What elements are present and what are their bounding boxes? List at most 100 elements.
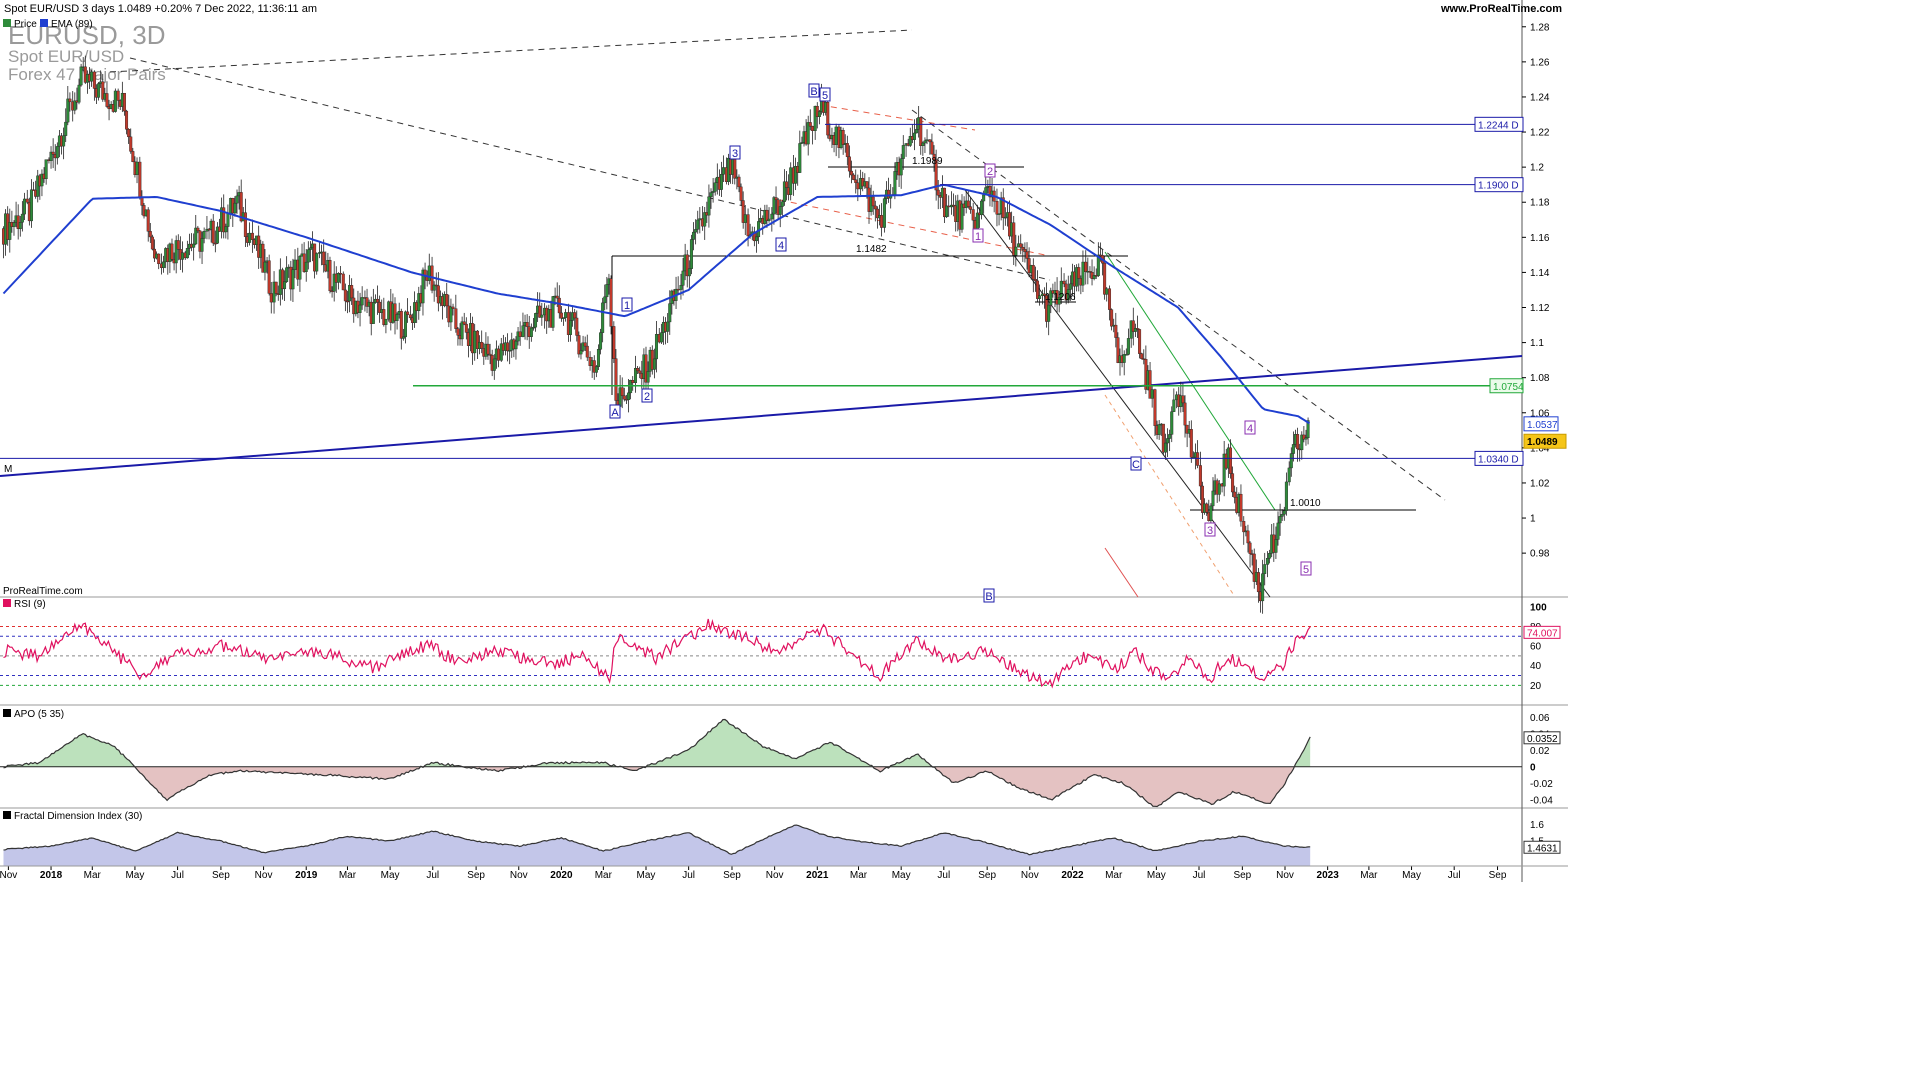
- channel-line: [964, 189, 1271, 598]
- candle-body: [581, 342, 585, 351]
- time-tick-label: Jul: [1448, 870, 1461, 881]
- fdi-legend: Fractal Dimension Index (30): [3, 811, 142, 822]
- candle-body: [518, 331, 522, 337]
- candle-body: [629, 379, 633, 394]
- candle-body: [679, 285, 683, 290]
- wave-label: B: [810, 86, 817, 98]
- candle-body: [267, 260, 271, 294]
- candle-body: [8, 222, 12, 240]
- candle-body: [659, 332, 663, 343]
- candle-body: [573, 312, 577, 319]
- fdi-value-box: [1523, 840, 1561, 854]
- candle-body: [873, 205, 877, 210]
- candle-body: [1296, 434, 1300, 450]
- price-tag-box: [1474, 450, 1524, 466]
- candle-body: [1084, 261, 1088, 273]
- time-tick-label: May: [381, 870, 400, 881]
- candle-body: [1148, 370, 1152, 399]
- time-tick-label: 2022: [1061, 870, 1084, 881]
- candle-body: [666, 321, 670, 332]
- candle-body: [813, 105, 817, 131]
- candle-body: [722, 167, 726, 175]
- candle-body: [113, 90, 117, 112]
- wave-label-box: [729, 145, 741, 160]
- ema-legend-swatch: [40, 19, 48, 27]
- candle-body: [77, 84, 81, 103]
- candle-body: [995, 201, 999, 215]
- price-axis[interactable]: 1.28 1.26 1.24 1.22 1.2 1.18 1.16 1.14 1.12 1.1 1.…: [1522, 22, 1550, 560]
- wave-label-box: [1244, 420, 1256, 435]
- candle-body: [952, 204, 956, 207]
- horizontal-levels: 1.1989 1.1482 1.1206 1.0010 M: [0, 123, 1522, 509]
- red-dashed-line: [779, 199, 1046, 256]
- candle-body: [176, 240, 180, 250]
- candle-body: [1025, 251, 1029, 259]
- candle-body: [932, 153, 936, 161]
- candle-body: [1284, 481, 1288, 511]
- rsi-legend: RSI (9): [3, 599, 46, 610]
- candle-body: [12, 222, 16, 227]
- candle-body: [274, 281, 278, 294]
- price-tick-label: 1.22: [1530, 128, 1550, 139]
- candle-body: [492, 358, 496, 371]
- time-tick-label: Nov: [1276, 870, 1294, 881]
- candle-body: [1189, 429, 1193, 458]
- wave-label: C: [1132, 459, 1140, 471]
- candle-body: [1068, 283, 1072, 290]
- candle-body: [1096, 254, 1100, 276]
- price-tick-label: 1.1: [1530, 338, 1544, 349]
- candle-body: [213, 242, 217, 245]
- candle-body: [306, 249, 310, 263]
- candle-body: [1103, 262, 1107, 295]
- candle-body: [129, 136, 133, 152]
- candle-body: [882, 198, 886, 228]
- candle-body: [521, 325, 525, 337]
- candle-body: [239, 192, 243, 222]
- wave-label-box: [983, 588, 995, 603]
- candle-body: [908, 136, 912, 146]
- time-tick-label: Mar: [339, 870, 357, 881]
- wave-label: 5: [1303, 564, 1309, 576]
- candle-body: [269, 293, 273, 303]
- candle-body: [496, 348, 500, 361]
- candle-body: [1157, 424, 1161, 435]
- candle-body: [62, 135, 66, 147]
- wave-label: 2: [987, 166, 993, 178]
- wave-label-box: [621, 297, 633, 312]
- time-tick-label: Nov: [0, 870, 17, 881]
- candle-body: [531, 326, 535, 329]
- wave-label-box: [775, 237, 787, 252]
- candle-body: [1036, 280, 1040, 299]
- candle-body: [620, 387, 624, 396]
- candle-body: [451, 306, 455, 309]
- candle-body: [436, 285, 440, 304]
- wave-label: 5: [822, 90, 828, 102]
- candle-body: [148, 231, 152, 238]
- candle-body: [55, 146, 59, 159]
- candle-body: [1252, 553, 1256, 582]
- candle-body: [1135, 328, 1139, 330]
- brand-link[interactable]: www.ProRealTime.com: [1440, 3, 1562, 15]
- candle-body: [997, 213, 1001, 215]
- candle-body: [919, 117, 923, 147]
- time-tick-label: Mar: [595, 870, 613, 881]
- candle-body: [847, 156, 851, 172]
- candle-body: [140, 197, 144, 206]
- green-channel-line: [1104, 251, 1276, 511]
- candle-body: [508, 350, 512, 352]
- candle-body: [341, 273, 345, 291]
- time-tick-label: Mar: [1360, 870, 1378, 881]
- candle-body: [185, 248, 189, 259]
- wave-label: 4: [778, 240, 784, 252]
- candle-body: [146, 209, 150, 232]
- price-tick-label: 1.06: [1530, 408, 1550, 419]
- trendlines: [0, 29, 1523, 598]
- candle-body: [538, 305, 542, 318]
- apo-tick-label: 0.06: [1530, 713, 1550, 724]
- candle-body: [202, 231, 206, 239]
- candle-body: [631, 379, 635, 384]
- candle-body: [1049, 290, 1053, 306]
- time-axis[interactable]: Nov 2018 Mar May Jul Sep Nov 2019 Mar May Jul Sep No…: [0, 865, 1568, 881]
- wave-label: 1: [624, 300, 630, 312]
- candle-body: [25, 198, 29, 203]
